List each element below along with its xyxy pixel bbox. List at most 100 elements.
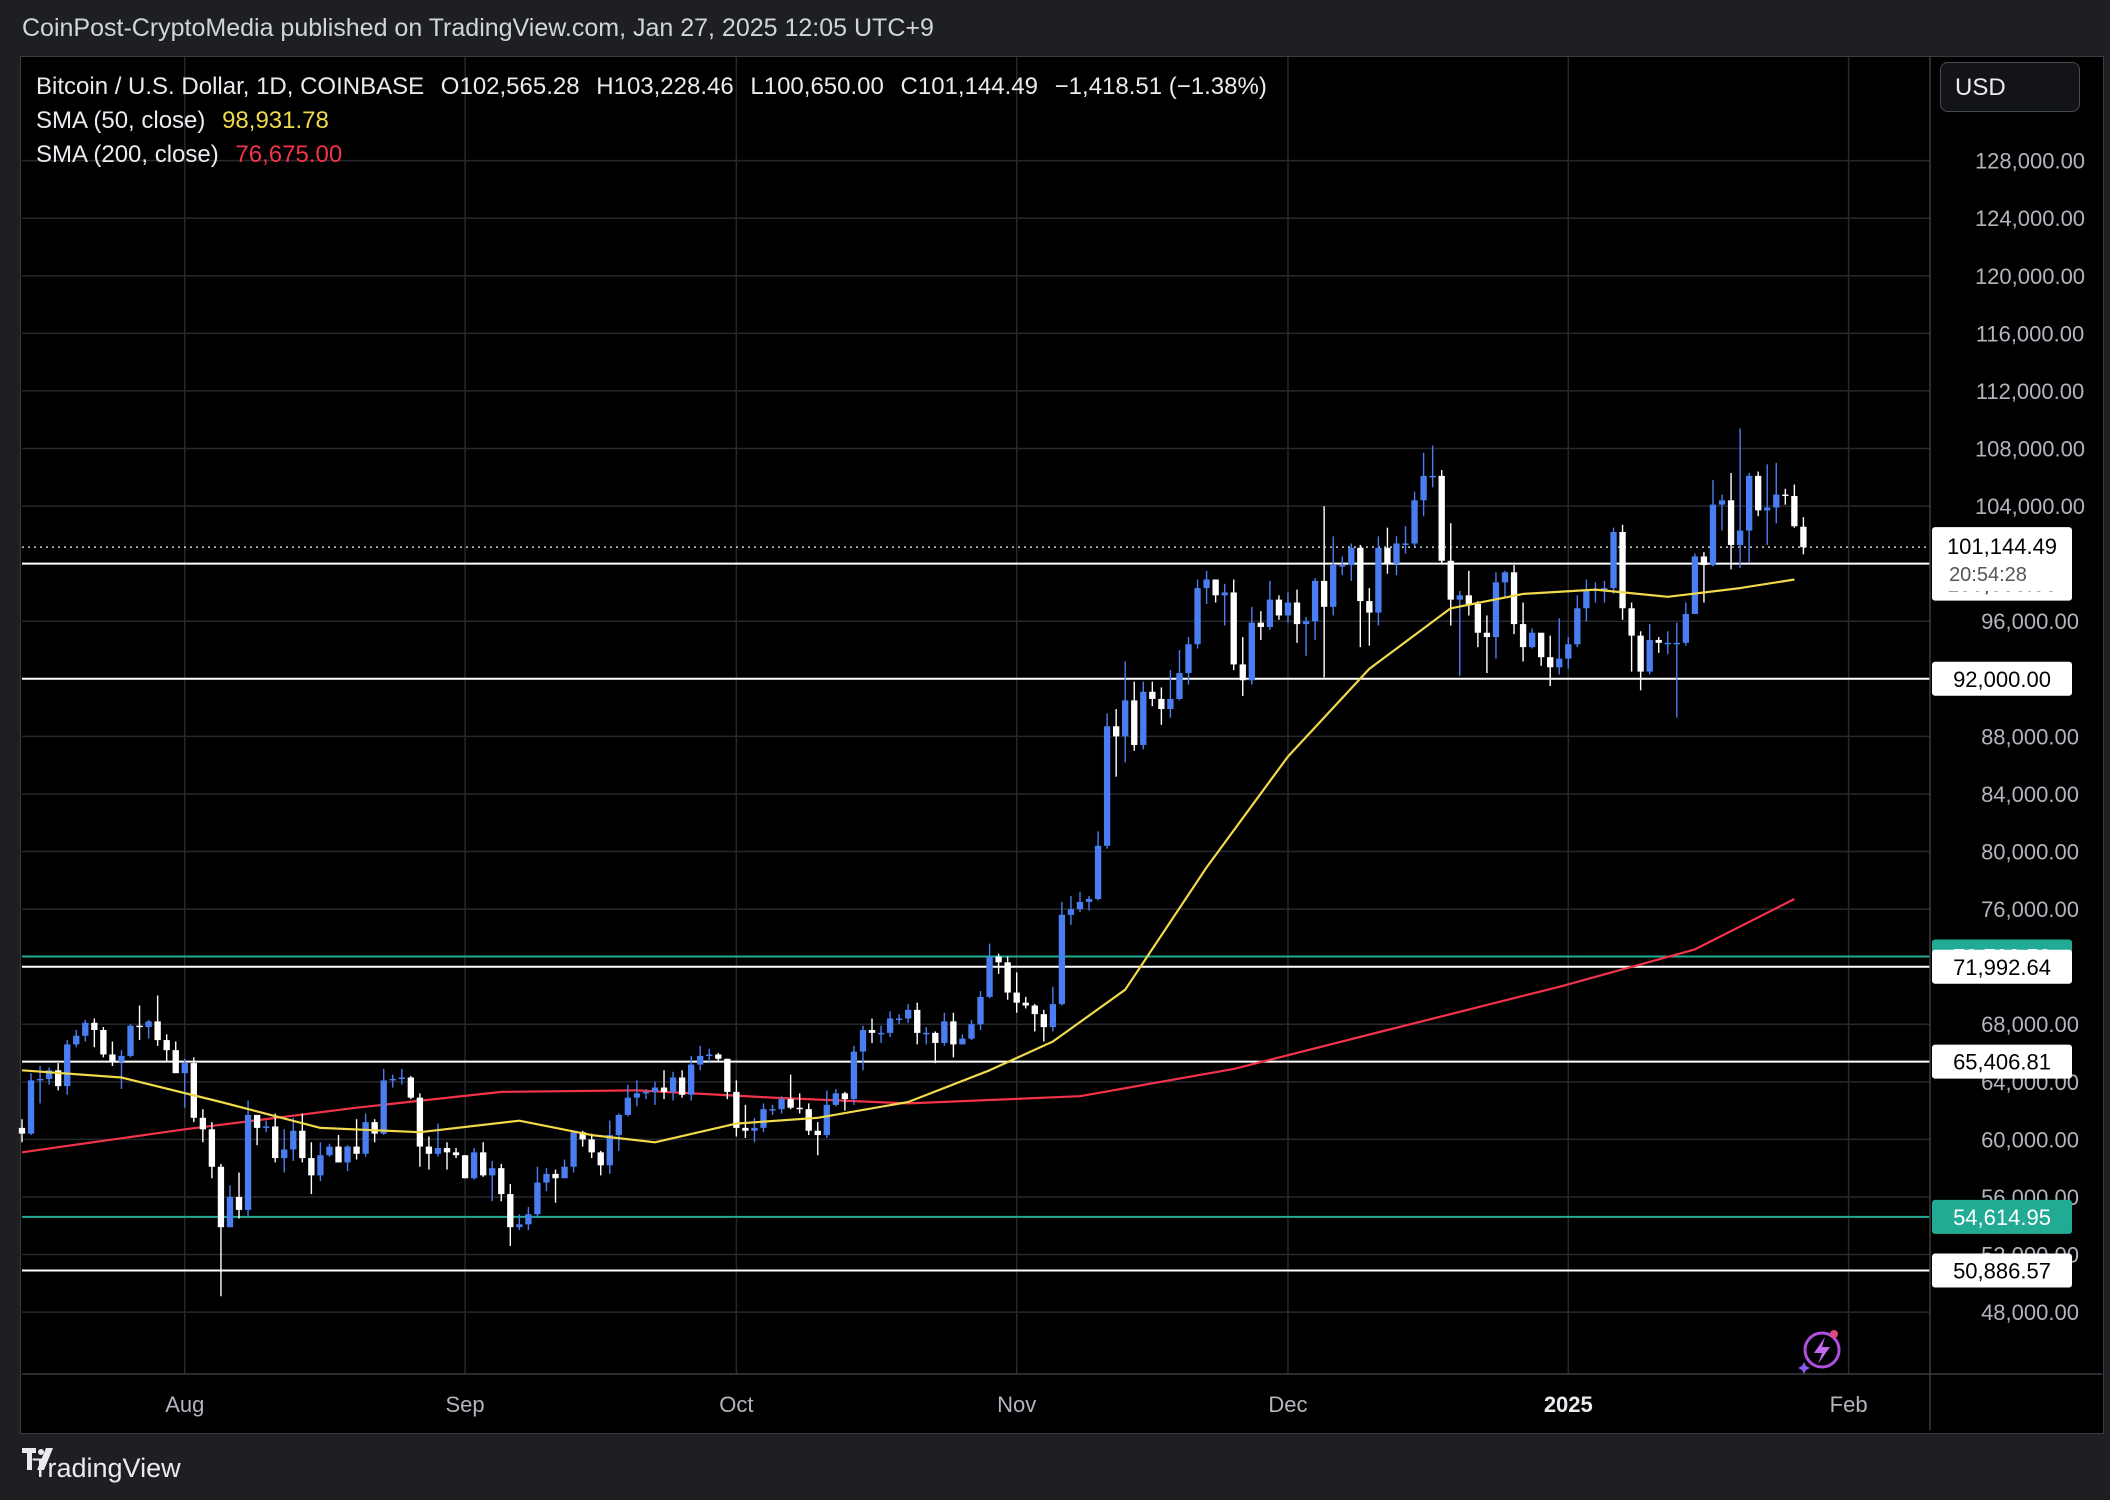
candle-body: [932, 1032, 939, 1043]
price-tick-label: 76,000.00: [1981, 897, 2079, 922]
candle-body: [1791, 496, 1798, 527]
candle-body: [434, 1148, 442, 1154]
low-value: L100,650.00: [750, 73, 884, 100]
candle-body: [1094, 845, 1102, 900]
candle-body: [859, 1029, 867, 1052]
candle-body: [45, 1070, 53, 1079]
candle-body: [1736, 530, 1744, 545]
candle-body: [1284, 602, 1292, 616]
change-value: −1,418.51 (−1.38%): [1054, 73, 1267, 100]
candle-body: [1176, 673, 1183, 699]
candle-body: [868, 1029, 876, 1033]
candle-body: [687, 1064, 695, 1095]
candle-body: [1076, 901, 1084, 910]
candle-body: [1800, 526, 1807, 548]
candle-body: [1583, 590, 1590, 609]
sma50-value: 98,931.78: [222, 107, 329, 134]
candle-body: [1248, 622, 1255, 681]
price-tick-label: 116,000.00: [1976, 321, 2084, 346]
candle-body: [1022, 1002, 1029, 1006]
candle-body: [1085, 899, 1093, 902]
price-tags: 100,000.0092,000.0072,703.5071,992.6465,…: [1932, 527, 2072, 1288]
candle-body: [344, 1146, 351, 1163]
candle-body: [1013, 992, 1020, 1003]
candle-body: [1366, 601, 1373, 613]
candle-body: [1727, 500, 1735, 545]
candle-body: [1375, 547, 1382, 613]
candle-body: [597, 1152, 604, 1166]
candle-body: [1266, 599, 1274, 627]
candle-body: [308, 1158, 315, 1176]
candle-body: [82, 1022, 89, 1036]
candle-body: [64, 1044, 71, 1087]
candle-body: [1239, 664, 1246, 681]
candle-body: [1538, 632, 1545, 658]
candle-body: [1628, 608, 1635, 636]
level-tag: 65,406.81: [1953, 1050, 2051, 1075]
candle-body: [172, 1050, 179, 1074]
symbol-label[interactable]: Bitcoin / U.S. Dollar, 1D, COINBASE: [36, 73, 425, 100]
candle-body: [516, 1224, 523, 1228]
candle-body: [480, 1152, 487, 1176]
candle-body: [145, 1021, 152, 1028]
sma200-line: [21, 898, 1795, 1154]
candle-body: [877, 1032, 885, 1035]
sma50-series: [21, 578, 1795, 1144]
candle-body: [534, 1182, 541, 1215]
candle-body: [1755, 475, 1762, 511]
candle-body: [127, 1025, 134, 1056]
candle-body: [55, 1070, 62, 1087]
candle-body: [1348, 547, 1355, 566]
tradingview-logo[interactable]: TradingView: [22, 1448, 181, 1488]
candle-body: [579, 1132, 586, 1140]
chart-pane[interactable]: [20, 56, 2104, 1434]
candle-body: [244, 1114, 252, 1210]
candle-body: [914, 1009, 921, 1033]
time-axis: Aug Sep Oct Nov Dec 2025 Feb: [22, 1373, 2102, 1417]
candle-body: [1528, 632, 1536, 648]
candle-body: [905, 1009, 912, 1019]
candle-body: [1402, 543, 1409, 545]
candle-body: [1411, 500, 1418, 544]
candle-body: [1049, 1004, 1057, 1028]
price-axis: 128,000.00 124,000.00 120,000.00 116,000.00…: [1929, 57, 2085, 1430]
candle-body: [651, 1087, 659, 1092]
candle-body: [353, 1146, 360, 1154]
candle-body: [1709, 504, 1717, 566]
candle-body: [1610, 531, 1617, 589]
candle-body: [154, 1021, 161, 1041]
candle-body: [1556, 658, 1563, 668]
candle-body: [443, 1148, 451, 1153]
candle-body: [1474, 603, 1482, 633]
sma50-row[interactable]: SMA (50, close) 98,931.78: [36, 104, 1277, 138]
time-tick-label: Aug: [165, 1392, 204, 1417]
candle-body: [669, 1077, 677, 1092]
ohlc-row: Bitcoin / U.S. Dollar, 1D, COINBASE O102…: [36, 70, 1277, 104]
lightning-spark-icon[interactable]: [1796, 1326, 1844, 1374]
sma200-row[interactable]: SMA (200, close) 76,675.00: [36, 138, 1277, 172]
candle-body: [91, 1022, 98, 1030]
candle-body: [1158, 698, 1165, 710]
candle-body: [1275, 599, 1283, 616]
currency-button[interactable]: USD: [1940, 62, 2080, 112]
candle-body: [1320, 580, 1328, 607]
level-tag-bg: [1932, 661, 2072, 696]
candle-body: [1131, 700, 1138, 746]
candle-body: [1302, 621, 1310, 625]
candle-body: [272, 1126, 279, 1159]
candle-body: [1339, 565, 1346, 567]
level-tag: 50,886.57: [1953, 1259, 2051, 1284]
candle-body: [73, 1035, 80, 1045]
open-value: O102,565.28: [440, 73, 580, 100]
candle-body: [118, 1055, 125, 1062]
candle-body: [841, 1093, 849, 1100]
candle-body: [1330, 565, 1337, 607]
last-price-tag: 101,144.49: [1947, 534, 2057, 559]
candle-body: [895, 1018, 903, 1020]
candle-body: [1456, 595, 1463, 600]
candle-body: [452, 1152, 460, 1156]
candle-body: [1510, 572, 1518, 625]
candle-body: [1447, 560, 1454, 600]
candle-body: [941, 1021, 948, 1043]
